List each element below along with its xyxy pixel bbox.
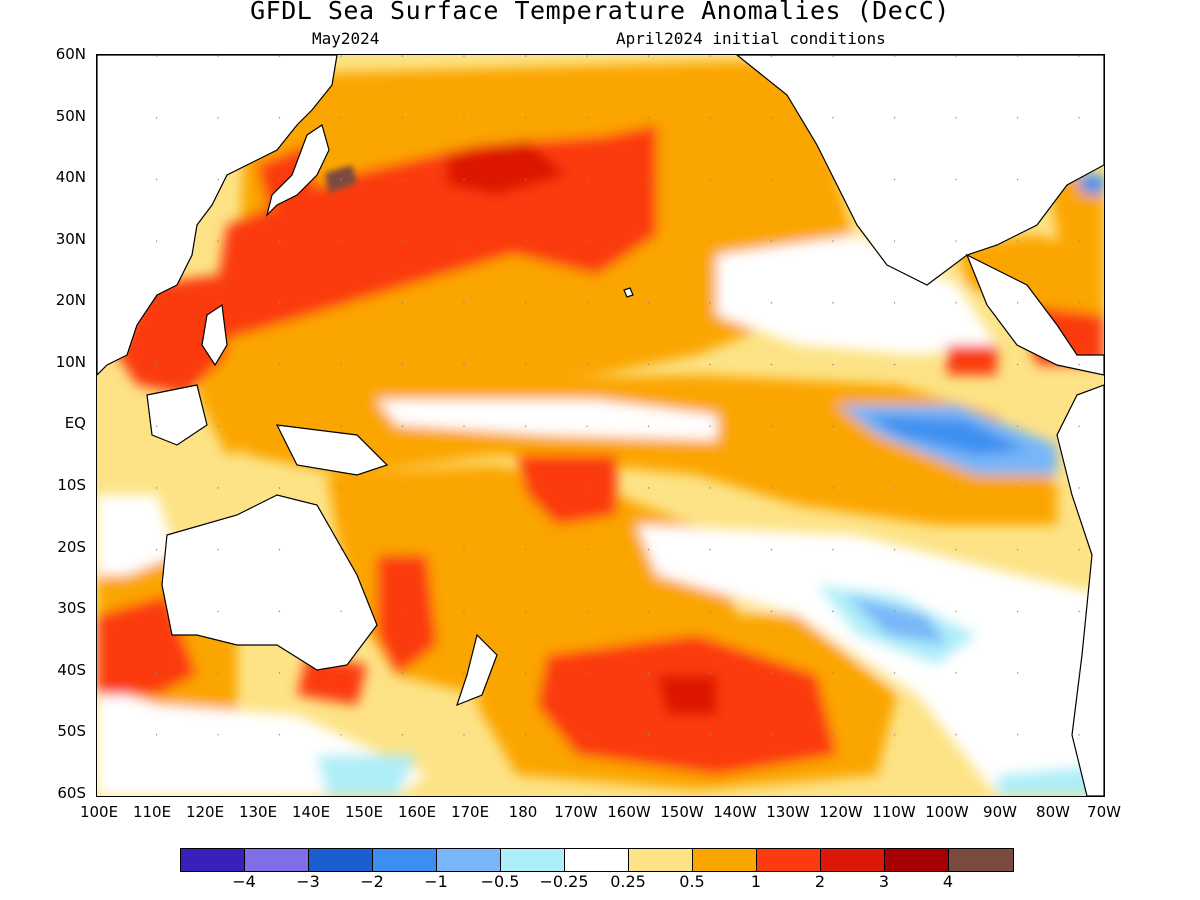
- x-label: 170E: [450, 803, 490, 821]
- x-label: 170W: [554, 803, 598, 821]
- y-label: 20N: [55, 291, 86, 309]
- x-label: 140E: [291, 803, 331, 821]
- colorbar-label: 4: [942, 872, 954, 891]
- colorbar-cell: [757, 849, 821, 871]
- x-label: 150E: [344, 803, 384, 821]
- grid-dots: [97, 55, 1104, 796]
- colorbar-label: −2: [360, 872, 384, 891]
- x-label: 120E: [185, 803, 225, 821]
- y-label: 50N: [55, 107, 86, 125]
- colorbar-label: 0.25: [610, 872, 646, 891]
- x-label: 160W: [607, 803, 651, 821]
- forecast-month: May2024: [312, 29, 380, 48]
- colorbar-label: −0.25: [539, 872, 589, 891]
- colorbar-label: −3: [296, 872, 320, 891]
- y-label: 10S: [57, 476, 86, 494]
- x-label: 100E: [79, 803, 119, 821]
- colorbar-cell: [181, 849, 245, 871]
- colorbar: [180, 848, 1014, 872]
- y-label: 60N: [55, 45, 86, 63]
- colorbar-cell: [437, 849, 501, 871]
- colorbar-cell: [885, 849, 949, 871]
- chart-title: GFDL Sea Surface Temperature Anomalies (…: [250, 0, 950, 25]
- colorbar-label: −0.5: [480, 872, 520, 891]
- colorbar-label: 2: [814, 872, 826, 891]
- colorbar-cell: [309, 849, 373, 871]
- y-label: 40S: [57, 661, 86, 679]
- sst-anomaly-map: [96, 54, 1105, 797]
- y-label: 30N: [55, 230, 86, 248]
- colorbar-cell: [245, 849, 309, 871]
- x-label: 80W: [1036, 803, 1070, 821]
- x-label: 180: [508, 803, 538, 821]
- x-label: 110E: [132, 803, 172, 821]
- x-label: 120W: [819, 803, 863, 821]
- colorbar-cell: [949, 849, 1013, 871]
- y-label: EQ: [64, 414, 86, 432]
- x-label: 90W: [983, 803, 1017, 821]
- x-label: 130E: [238, 803, 278, 821]
- x-label: 110W: [872, 803, 916, 821]
- colorbar-label: −4: [232, 872, 256, 891]
- y-label: 30S: [57, 599, 86, 617]
- y-label: 10N: [55, 353, 86, 371]
- colorbar-cell: [821, 849, 885, 871]
- colorbar-cell: [629, 849, 693, 871]
- x-label: 140W: [713, 803, 757, 821]
- colorbar-label: 3: [878, 872, 890, 891]
- x-label: 100W: [925, 803, 969, 821]
- x-label: 160E: [397, 803, 437, 821]
- y-label: 60S: [57, 784, 86, 802]
- x-label: 150W: [660, 803, 704, 821]
- map-svg: [97, 55, 1104, 796]
- colorbar-label: 1: [750, 872, 762, 891]
- colorbar-cell: [565, 849, 629, 871]
- colorbar-cell: [373, 849, 437, 871]
- x-label: 130W: [766, 803, 810, 821]
- colorbar-label: 0.5: [679, 872, 705, 891]
- colorbar-cell: [501, 849, 565, 871]
- colorbar-label: −1: [424, 872, 448, 891]
- initial-conditions: April2024 initial conditions: [616, 29, 886, 48]
- x-label: 70W: [1087, 803, 1121, 821]
- y-label: 40N: [55, 168, 86, 186]
- y-label: 50S: [57, 722, 86, 740]
- colorbar-cell: [693, 849, 757, 871]
- y-label: 20S: [57, 538, 86, 556]
